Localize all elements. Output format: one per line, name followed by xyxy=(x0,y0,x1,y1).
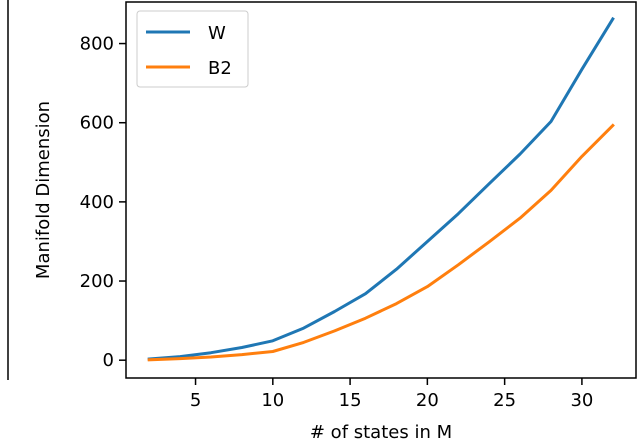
x-tick-label: 10 xyxy=(261,390,284,411)
y-tick-label: 200 xyxy=(80,271,114,292)
x-axis-label: # of states in M xyxy=(310,422,452,443)
series-line-w xyxy=(147,16,615,361)
legend: W B2 xyxy=(136,10,249,88)
x-tick-label: 20 xyxy=(416,390,439,411)
x-tick-label: 15 xyxy=(339,390,362,411)
y-tick-label: 800 xyxy=(80,34,114,55)
y-axis-label: Manifold Dimension xyxy=(33,101,54,279)
legend-label-w: W xyxy=(208,23,226,44)
y-tick-label: 600 xyxy=(80,113,114,134)
y-tick-label: 0 xyxy=(103,350,114,371)
x-tick-label: 25 xyxy=(493,390,516,411)
axes-frame xyxy=(125,1,637,379)
plot-area xyxy=(147,16,615,362)
x-tick-label: 30 xyxy=(570,390,593,411)
series-line-b2 xyxy=(147,123,615,362)
x-axis: 5 10 15 20 25 30 xyxy=(190,378,593,411)
y-tick-label: 400 xyxy=(80,192,114,213)
x-tick-label: 5 xyxy=(190,390,201,411)
legend-label-b2: B2 xyxy=(208,58,232,79)
y-axis: 0 200 400 600 800 xyxy=(80,34,126,371)
